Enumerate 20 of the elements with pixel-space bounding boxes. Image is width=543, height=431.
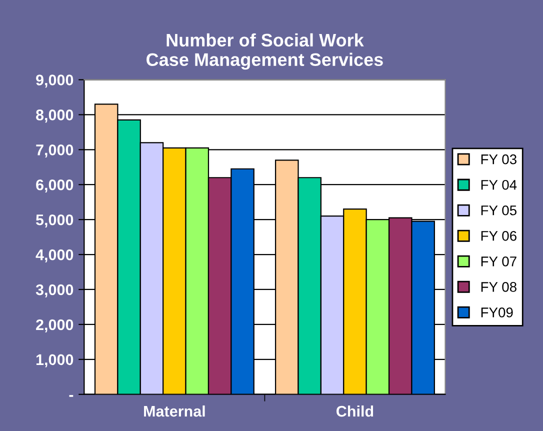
legend-label: FY09 xyxy=(481,308,513,318)
legend-label: FY 06 xyxy=(481,230,516,241)
y-tick-label: 2,000 xyxy=(36,319,74,332)
chart-title: Number of Social Work Case Management Services xyxy=(146,33,383,70)
y-tick-label: 6,000 xyxy=(36,179,74,193)
y-tick-label: 9,000 xyxy=(36,74,74,88)
legend-label: FY 03 xyxy=(481,154,516,164)
y-tick-label: 5,000 xyxy=(36,214,74,228)
y-tick-label: - xyxy=(69,395,74,397)
x-tick-label: Maternal xyxy=(144,405,205,417)
y-tick-label: 1,000 xyxy=(36,354,74,368)
legend-label: FY 08 xyxy=(481,282,516,292)
y-tick-label: 3,000 xyxy=(36,284,74,298)
legend-label: FY 04 xyxy=(481,180,517,190)
legend-label: FY 07 xyxy=(481,256,516,266)
y-tick-label: 8,000 xyxy=(36,110,74,123)
y-tick-label: 4,000 xyxy=(36,249,74,262)
y-tick-label: 7,000 xyxy=(36,144,74,158)
x-tick-label: Child xyxy=(336,405,374,417)
legend-label: FY 05 xyxy=(481,205,516,216)
